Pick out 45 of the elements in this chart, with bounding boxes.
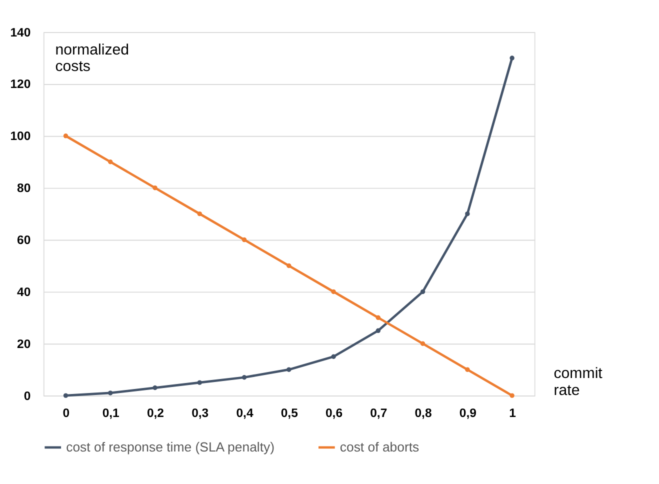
point bbox=[242, 375, 247, 380]
y-tick-label: 60 bbox=[17, 233, 31, 248]
x-tick-label: 0,1 bbox=[102, 406, 120, 420]
y-tick-label: 40 bbox=[17, 284, 31, 299]
point bbox=[331, 289, 336, 294]
point bbox=[376, 315, 381, 320]
point bbox=[376, 328, 381, 334]
x-tick-label: 0,8 bbox=[414, 406, 432, 420]
point bbox=[331, 354, 336, 359]
point bbox=[286, 367, 292, 372]
x-tick-label: 0,2 bbox=[146, 406, 164, 420]
x-tick-label: 0,6 bbox=[325, 406, 343, 420]
y-tick-label: 120 bbox=[10, 77, 31, 92]
point bbox=[63, 134, 68, 138]
point bbox=[197, 211, 202, 216]
point bbox=[510, 393, 514, 398]
x-tick-label: 0,9 bbox=[459, 406, 477, 420]
y-tick-label: 140 bbox=[10, 25, 31, 40]
point bbox=[510, 56, 514, 60]
legend-label: cost of response time (SLA penalty) bbox=[66, 439, 275, 454]
x-tick-label: 0,3 bbox=[192, 406, 209, 420]
point bbox=[63, 393, 68, 398]
y-axis-title: normalized costs bbox=[55, 41, 130, 76]
x-tick-label: 0,5 bbox=[280, 406, 298, 420]
y-tick-label: 20 bbox=[17, 336, 31, 351]
x-tick-label: 0 bbox=[62, 406, 70, 420]
point bbox=[420, 341, 426, 346]
point bbox=[108, 160, 113, 164]
point bbox=[465, 367, 470, 372]
point bbox=[242, 237, 247, 242]
point bbox=[152, 385, 158, 390]
point bbox=[286, 263, 292, 268]
legend-label: cost of aborts bbox=[340, 439, 420, 454]
y-tick-label: 0 bbox=[24, 388, 31, 403]
x-tick-label: 1 bbox=[509, 406, 516, 420]
x-tick-label: 0,4 bbox=[236, 406, 254, 420]
y-tick-label: 80 bbox=[17, 181, 31, 196]
point bbox=[108, 390, 113, 396]
x-axis-title: commit rate bbox=[554, 365, 604, 400]
point bbox=[152, 185, 158, 190]
point bbox=[420, 289, 426, 294]
point bbox=[197, 380, 202, 385]
point bbox=[465, 211, 470, 216]
y-tick-label: 100 bbox=[10, 129, 31, 144]
x-tick-label: 0,7 bbox=[370, 406, 388, 420]
